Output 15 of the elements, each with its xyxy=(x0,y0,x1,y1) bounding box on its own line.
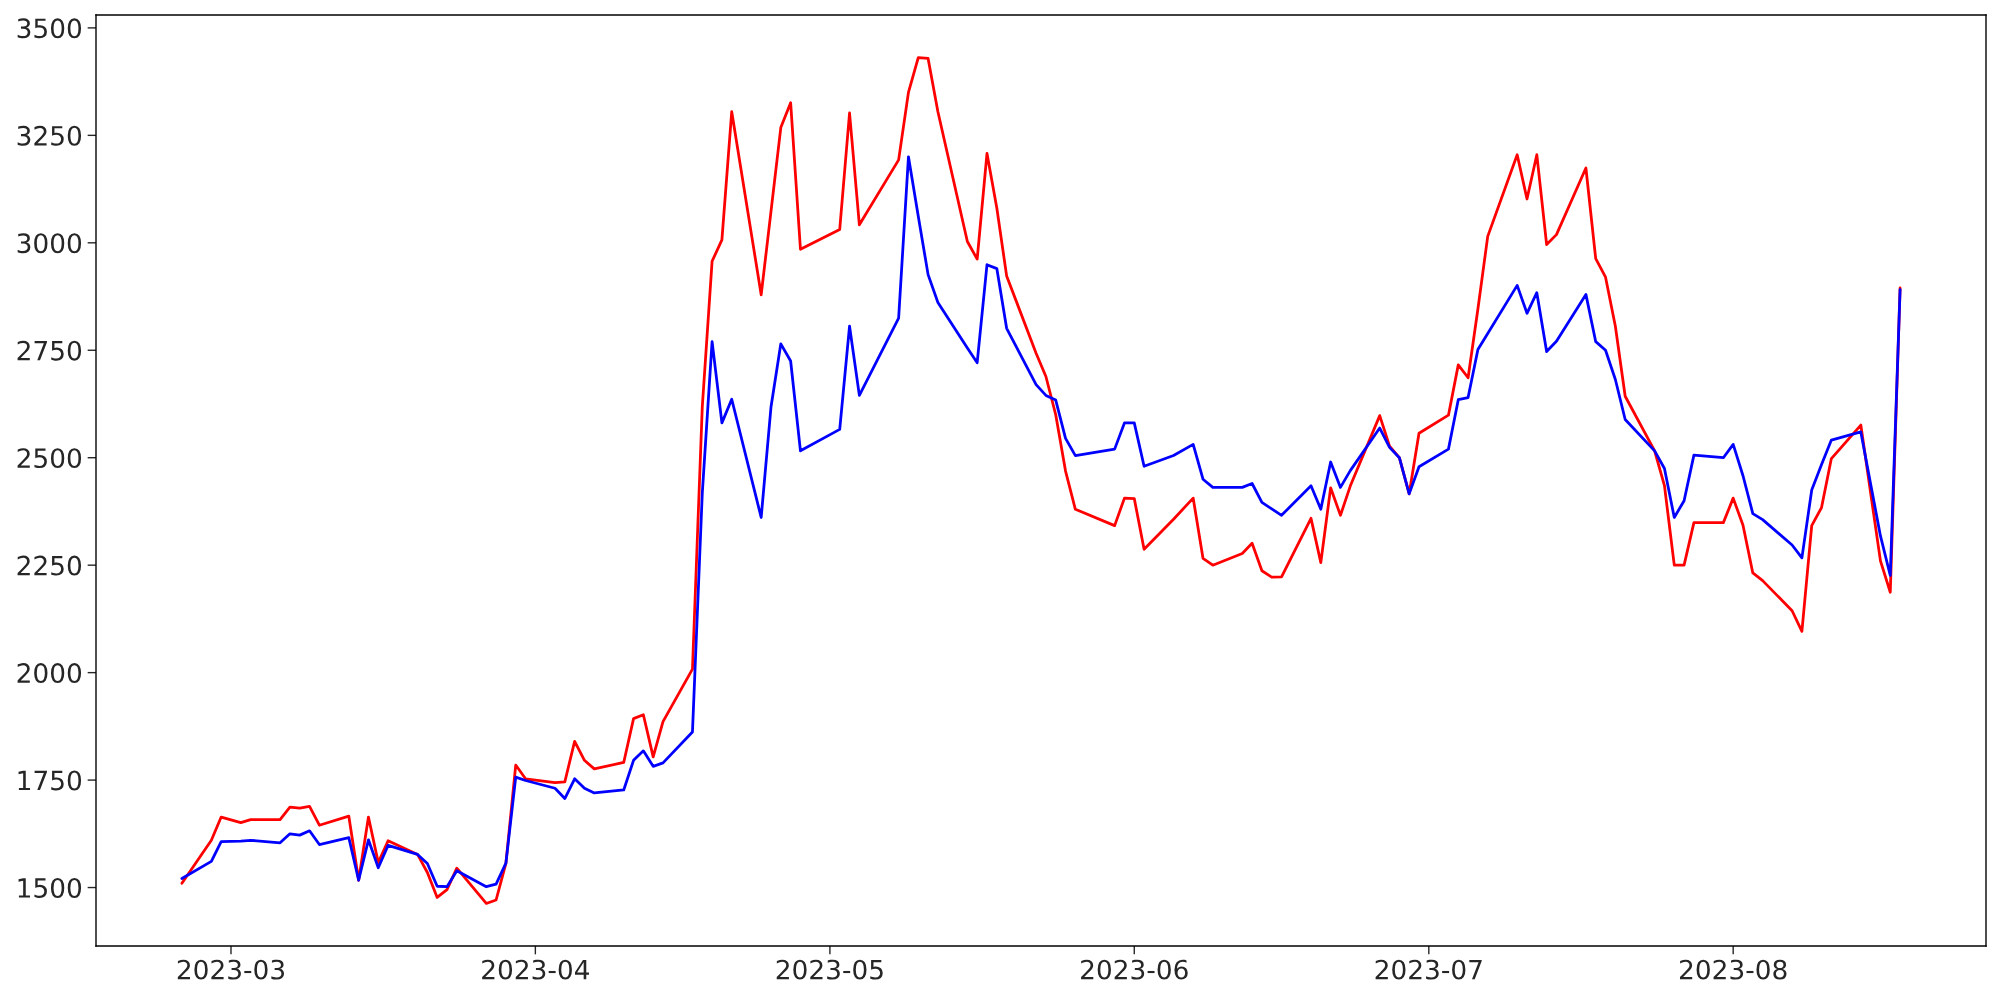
x-tick-label: 2023-06 xyxy=(1081,959,1188,980)
x-tick-label: 2023-08 xyxy=(1679,959,1787,980)
y-tick-label: 2250 xyxy=(17,555,82,576)
x-tick-label: 2023-03 xyxy=(177,959,285,980)
x-tick-label: 2023-04 xyxy=(482,959,590,980)
y-tick-label: 2000 xyxy=(17,663,82,684)
y-tick-label: 3250 xyxy=(17,125,82,146)
y-tick-label: 2500 xyxy=(17,448,82,469)
y-tick-label: 3500 xyxy=(17,18,82,39)
x-tick-label: 2023-05 xyxy=(776,959,883,980)
y-tick-label: 2750 xyxy=(17,340,82,361)
y-tick-label: 1500 xyxy=(18,877,82,898)
x-tick-label: 2023-07 xyxy=(1375,959,1482,980)
y-tick-label: 1750 xyxy=(18,770,82,791)
y-tick-label: 3000 xyxy=(17,233,82,254)
